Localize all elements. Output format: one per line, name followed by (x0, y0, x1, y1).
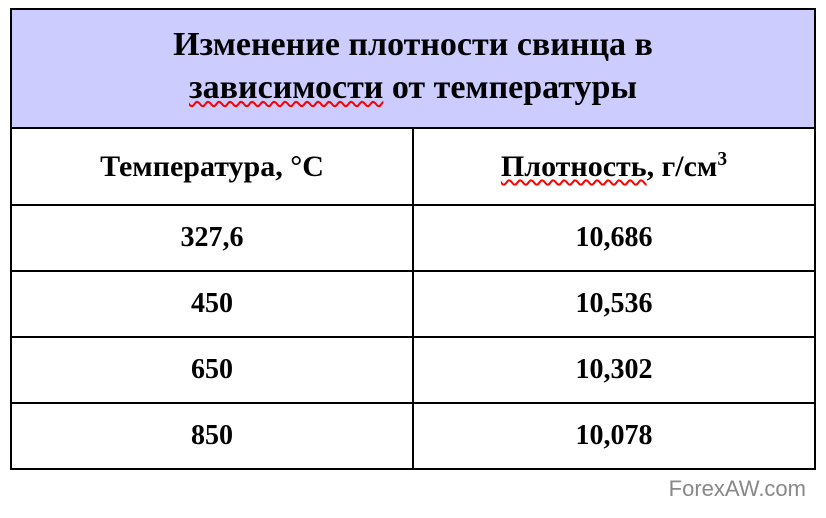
density-cell: 10,536 (413, 271, 815, 337)
header-density: Плотность, г/см3 (413, 128, 815, 205)
table-row: 327,6 10,686 (11, 205, 815, 271)
density-cell: 10,686 (413, 205, 815, 271)
temp-cell: 850 (11, 403, 413, 469)
title-line2-wavy: зависимости (189, 69, 383, 106)
header-row: Температура, °C Плотность, г/см3 (11, 128, 815, 205)
watermark-text: ForexAW.com (669, 476, 806, 502)
header-temperature: Температура, °C (11, 128, 413, 205)
title-row: Изменение плотности свинца в зависимости… (11, 9, 815, 128)
header-density-wavy: Плотность (501, 150, 647, 183)
table-row: 450 10,536 (11, 271, 815, 337)
header-density-sup: 3 (717, 149, 727, 170)
temp-cell: 450 (11, 271, 413, 337)
table-row: 650 10,302 (11, 337, 815, 403)
header-temp-text: Температура, °C (100, 150, 324, 183)
density-cell: 10,302 (413, 337, 815, 403)
title-line1: Изменение плотности свинца в (173, 26, 653, 63)
table-title: Изменение плотности свинца в зависимости… (11, 9, 815, 128)
table-row: 850 10,078 (11, 403, 815, 469)
header-density-rest: , г/см (647, 150, 718, 183)
temp-cell: 650 (11, 337, 413, 403)
density-table: Изменение плотности свинца в зависимости… (10, 8, 816, 470)
title-line2-rest: от температуры (383, 69, 637, 106)
density-cell: 10,078 (413, 403, 815, 469)
temp-cell: 327,6 (11, 205, 413, 271)
